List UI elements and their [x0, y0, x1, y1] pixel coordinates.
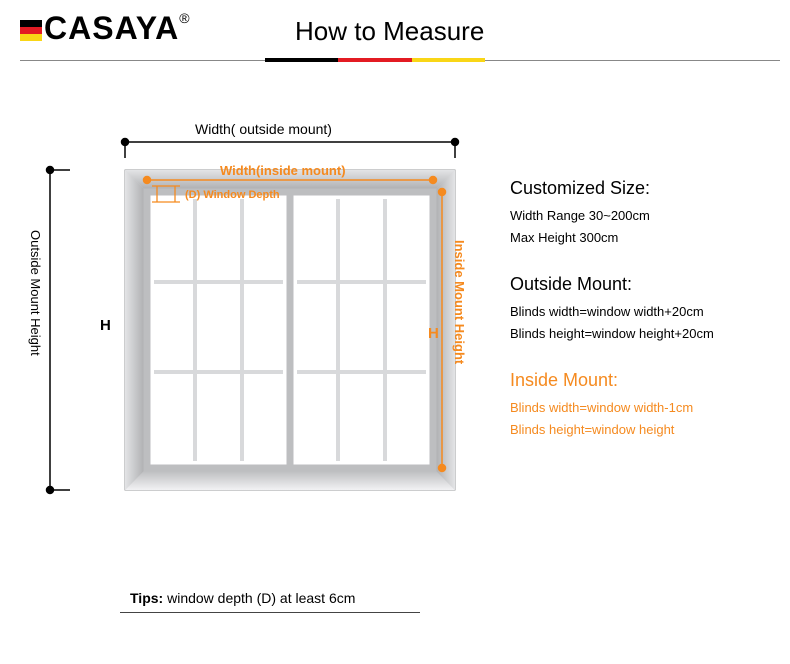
- page-title: How to Measure: [295, 16, 484, 47]
- info-panel: Customized Size: Width Range 30~200cm Ma…: [510, 175, 780, 441]
- label-width-outside: Width( outside mount): [195, 121, 332, 137]
- brand-logo: CASAYA®: [20, 10, 191, 47]
- outside-mount-line2: Blinds height=window height+20cm: [510, 324, 780, 344]
- logo-stripes: [20, 20, 42, 41]
- custom-size-title: Customized Size:: [510, 175, 780, 202]
- custom-size-line1: Width Range 30~200cm: [510, 206, 780, 226]
- label-depth: (D) Window Depth: [185, 189, 280, 201]
- inside-mount-line2: Blinds height=window height: [510, 420, 780, 440]
- custom-size-line2: Max Height 300cm: [510, 228, 780, 248]
- label-h-right: H: [428, 325, 439, 342]
- outside-mount-line1: Blinds width=window width+20cm: [510, 302, 780, 322]
- label-inside-height: Inside Mount Height: [452, 240, 467, 364]
- label-width-inside: Width(inside mount): [220, 163, 346, 178]
- title-underline: [265, 58, 485, 62]
- inside-mount-line1: Blinds width=window width-1cm: [510, 398, 780, 418]
- tips-text: window depth (D) at least 6cm: [163, 590, 355, 606]
- tips-underline: [120, 612, 420, 613]
- trademark-symbol: ®: [179, 10, 190, 26]
- tips-row: Tips: window depth (D) at least 6cm: [130, 590, 355, 606]
- window-diagram: Width( outside mount) Width(inside mount…: [30, 100, 500, 580]
- logo-text: CASAYA: [44, 10, 179, 46]
- inside-mount-title: Inside Mount:: [510, 367, 780, 394]
- label-h-left: H: [100, 317, 111, 334]
- label-outside-height: Outside Mount Height: [28, 230, 43, 356]
- outside-mount-title: Outside Mount:: [510, 271, 780, 298]
- tips-label: Tips:: [130, 590, 163, 606]
